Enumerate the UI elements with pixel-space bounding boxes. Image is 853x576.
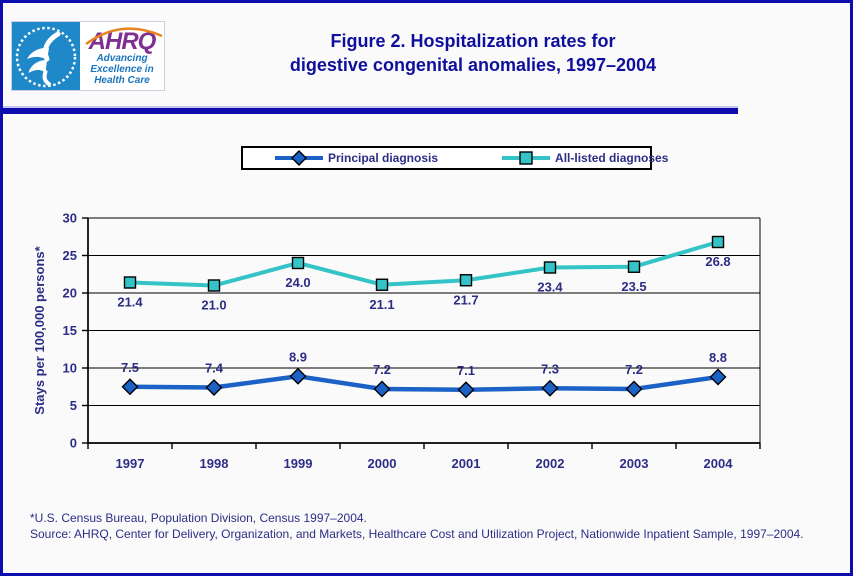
y-tick-label: 5: [70, 398, 77, 413]
data-point-marker: [627, 260, 641, 273]
x-axis-label: 2004: [704, 456, 734, 471]
data-point-marker: [459, 274, 473, 287]
legend-label: All-listed diagnoses: [555, 151, 669, 165]
y-tick-label: 15: [63, 323, 77, 338]
data-point-label: 7.1: [457, 363, 475, 378]
data-point-marker: [121, 378, 139, 396]
data-point-label: 7.2: [373, 362, 391, 377]
data-point-label: 23.4: [537, 280, 563, 295]
data-point-marker: [205, 379, 223, 396]
x-axis-label: 2000: [368, 456, 397, 471]
data-point-label: 26.8: [705, 254, 730, 269]
data-point-marker: [711, 235, 725, 249]
figure-title: Figure 2. Hospitalization rates for dige…: [190, 29, 756, 77]
y-tick-label: 10: [63, 361, 77, 376]
data-point-marker: [289, 367, 307, 385]
data-point-label: 23.5: [621, 279, 646, 294]
legend-label: Principal diagnosis: [328, 151, 439, 165]
ahrq-tagline: Advancing Excellence in Health Care: [80, 53, 164, 86]
y-tick-label: 25: [63, 248, 77, 263]
data-point-label: 8.8: [709, 350, 727, 365]
tagline-line: Excellence in: [90, 64, 154, 75]
data-point-label: 21.7: [453, 292, 478, 307]
data-point-marker: [291, 256, 305, 270]
ahrq-arc-icon: [85, 27, 163, 46]
x-axis-label: 2003: [620, 456, 649, 471]
data-point-label: 21.1: [369, 297, 394, 312]
tagline-line: Advancing: [96, 53, 148, 64]
chart-legend: Principal diagnosis All-listed diagnoses: [241, 146, 668, 170]
data-point-label: 8.9: [289, 349, 307, 364]
diamond-marker-icon: [275, 150, 323, 166]
tagline-line: Health Care: [94, 75, 150, 86]
data-point-marker: [123, 276, 137, 289]
data-point-marker: [457, 381, 475, 399]
data-point-marker: [625, 380, 643, 398]
y-tick-label: 30: [63, 211, 77, 226]
data-point-label: 7.4: [205, 361, 224, 376]
data-point-label: 21.4: [117, 295, 143, 310]
footnotes: *U.S. Census Bureau, Population Division…: [30, 511, 845, 542]
data-point-label: 7.3: [541, 361, 559, 376]
data-point-label: 7.2: [625, 362, 643, 377]
series-line: [129, 373, 719, 393]
footnote-source: Source: AHRQ, Center for Delivery, Organ…: [30, 526, 804, 541]
data-point-label: 21.0: [201, 298, 226, 313]
footnote-census: *U.S. Census Bureau, Population Division…: [30, 511, 367, 525]
x-axis-label: 1997: [116, 456, 145, 471]
y-tick-label: 0: [70, 436, 77, 451]
header-divider-line: [3, 106, 738, 114]
hhs-eagle-icon: [15, 26, 77, 88]
y-tick-label: 20: [63, 286, 77, 301]
ahrq-wordmark: AHRQ: [88, 28, 157, 55]
figure-title-line1: Figure 2. Hospitalization rates for: [330, 31, 616, 51]
x-axis-label: 2002: [536, 456, 565, 471]
data-point-marker: [207, 279, 221, 292]
x-axis-label: 1999: [284, 456, 313, 471]
data-point-marker: [541, 379, 559, 397]
ahrq-wordmark-block: AHRQ Advancing Excellence in Health Care: [80, 22, 164, 90]
y-axis-title: Stays per 100,000 persons*: [32, 245, 47, 414]
series-line: [129, 240, 719, 288]
legend-item-principal-diagnosis: Principal diagnosis: [275, 150, 438, 166]
figure-title-line2: digestive congenital anomalies, 1997–200…: [289, 55, 657, 75]
data-point-marker: [709, 368, 727, 386]
data-point-label: 7.5: [121, 360, 139, 375]
data-point-marker: [375, 278, 389, 291]
ahrq-logo: AHRQ Advancing Excellence in Health Care: [11, 21, 165, 91]
data-point-label: 24.0: [285, 275, 310, 290]
hhs-seal-logo: [12, 22, 80, 90]
square-marker-icon: [502, 151, 551, 165]
data-point-marker: [543, 261, 557, 274]
x-axis-label: 1998: [200, 456, 229, 471]
x-axis-label: 2001: [452, 456, 481, 471]
data-point-marker: [373, 380, 391, 398]
legend-item-all-listed-diagnoses: All-listed diagnoses: [502, 150, 668, 166]
